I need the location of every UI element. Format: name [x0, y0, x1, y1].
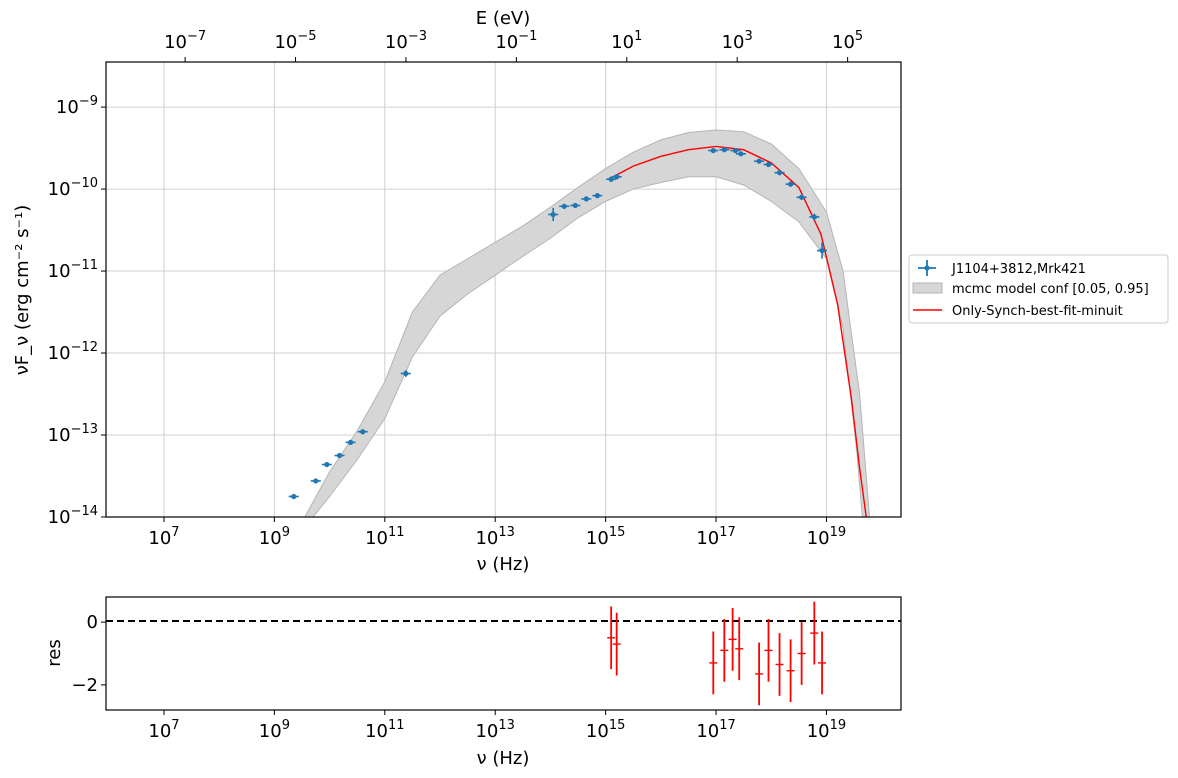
data-points: [288, 147, 828, 500]
top-tick-label: 10−3: [385, 29, 427, 53]
res-x-tick-label: 1019: [807, 718, 846, 742]
x-tick-label: 107: [148, 525, 179, 549]
data-point: [774, 170, 785, 176]
y-tick-label: 10−13: [48, 422, 98, 446]
confidence-band: [303, 129, 871, 518]
y-tick-label: 10−11: [48, 258, 98, 282]
legend-model-label: Only-Synch-best-fit-minuit: [952, 304, 1123, 319]
legend-data-label: J1104+3812,Mrk421: [951, 262, 1086, 277]
residual-point: [775, 633, 784, 696]
confidence-band-area: [303, 129, 871, 518]
top-axis-label: E (eV): [476, 8, 531, 29]
data-point: [400, 370, 411, 377]
data-point: [708, 147, 719, 154]
legend-box: [908, 254, 1169, 324]
top-tick-label: 101: [611, 29, 642, 53]
top-energy-ticks: 10−7 10−5 10−3 10−1 101 103 105: [164, 29, 863, 62]
x-tick-label: 1017: [696, 525, 735, 549]
data-point: [581, 196, 592, 202]
data-point: [334, 452, 345, 459]
residual-points: [607, 601, 827, 706]
data-point: [288, 493, 299, 500]
top-tick-label: 105: [832, 29, 863, 53]
res-x-tick-label: 107: [148, 718, 179, 742]
res-x-tick-label: 1011: [365, 718, 404, 742]
residual-point: [797, 622, 806, 685]
data-point: [719, 147, 730, 153]
res-x-tick-label: 1013: [475, 718, 514, 742]
residual-point: [755, 642, 764, 706]
res-x-tick-label: 109: [259, 718, 290, 742]
data-point: [592, 193, 603, 199]
main-x-ticks: 107 109 1011 1013 1015 1017 1019: [148, 517, 846, 549]
residual-point: [720, 618, 729, 682]
top-tick-label: 103: [722, 29, 753, 53]
main-plot-frame: [105, 61, 902, 518]
data-point: [606, 176, 617, 182]
data-point: [763, 161, 774, 168]
residual-y-ticks: 0 −2: [71, 612, 106, 696]
x-tick-label: 1013: [475, 525, 514, 549]
res-y-tick-label: 0: [87, 612, 98, 633]
data-point: [570, 202, 581, 209]
res-x-tick-label: 1015: [586, 718, 625, 742]
residual-point: [612, 612, 621, 676]
data-point: [310, 478, 321, 484]
data-point: [611, 174, 622, 180]
x-tick-label: 1019: [807, 525, 846, 549]
residual-plot-frame: [105, 596, 902, 711]
residual-point: [818, 631, 827, 695]
res-x-tick-label: 1017: [696, 718, 735, 742]
data-point: [357, 429, 368, 435]
y-tick-label: 10−10: [48, 176, 98, 200]
residual-point: [709, 631, 718, 695]
data-point: [735, 151, 746, 157]
y-tick-label: 10−14: [48, 504, 98, 528]
model-curve: [608, 145, 867, 518]
main-y-ticks: 10−14 10−13 10−12 10−11 10−10 10−9: [48, 94, 106, 528]
residual-point: [810, 601, 819, 665]
residual-y-axis-label: res: [44, 639, 65, 666]
residual-point: [607, 606, 616, 670]
sed-panel: 107 109 1011 1013 1015 1017 1019 10−1410−1310−…: [12, 8, 902, 575]
data-point: [730, 147, 741, 154]
data-point: [345, 439, 356, 445]
y-tick-label: 10−9: [56, 94, 98, 118]
residual-x-ticks: 107 109 1011 1013 1015 1017 1019: [148, 710, 846, 742]
main-y-axis-label: νF_ν (erg cm⁻² s⁻¹): [12, 205, 33, 376]
data-point: [785, 181, 796, 187]
residual-point: [786, 639, 795, 703]
res-y-tick-label: −2: [71, 675, 98, 696]
data-point: [796, 194, 807, 200]
data-point: [809, 213, 820, 221]
legend: J1104+3812,Mrk421 mcmc model conf [0.05,…: [908, 254, 1169, 324]
residual-point: [728, 607, 737, 671]
x-tick-label: 1015: [586, 525, 625, 549]
residual-point: [764, 618, 773, 682]
main-grid: [106, 62, 901, 518]
main-x-axis-label: ν (Hz): [477, 554, 530, 575]
legend-band-label: mcmc model conf [0.05, 0.95]: [952, 282, 1149, 297]
top-tick-label: 10−5: [274, 29, 316, 53]
legend-band-swatch: [912, 282, 943, 294]
residual-x-axis-label: ν (Hz): [477, 748, 530, 769]
data-point: [321, 461, 332, 468]
data-point: [817, 242, 828, 259]
top-tick-label: 10−7: [164, 29, 206, 53]
data-point: [548, 207, 559, 222]
residuals-panel: 107 109 1011 1013 1015 1017 1019 0 −2 ν (Hz) re…: [44, 596, 902, 769]
y-tick-label: 10−12: [48, 340, 98, 364]
x-tick-label: 109: [259, 525, 290, 549]
data-point: [559, 203, 570, 209]
residual-point: [735, 617, 744, 681]
data-point: [754, 158, 765, 164]
legend-data-marker: [918, 260, 936, 276]
top-tick-label: 10−1: [495, 29, 537, 53]
x-tick-label: 1011: [365, 525, 404, 549]
model-curve-line: [608, 145, 867, 518]
